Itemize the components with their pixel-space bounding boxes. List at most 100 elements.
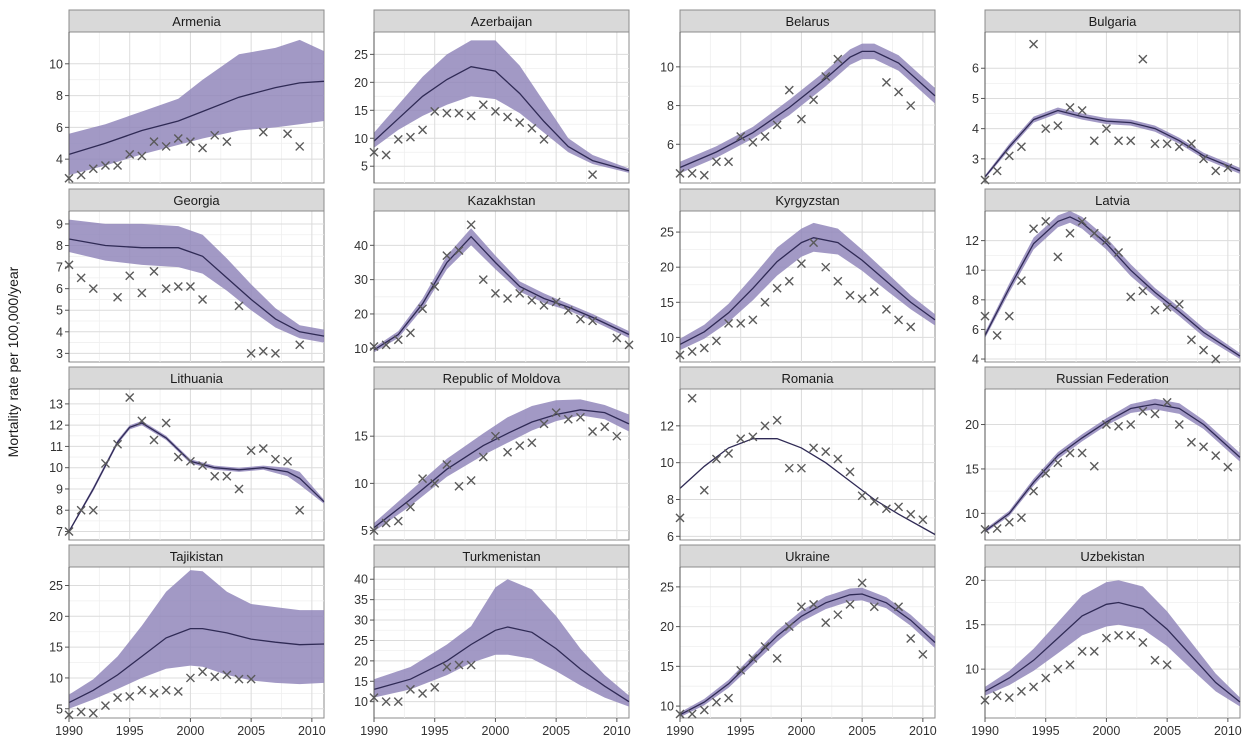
observed-point [1114, 630, 1124, 640]
observed-point [442, 460, 452, 469]
observed-point [478, 452, 488, 462]
observed-point [1065, 103, 1075, 112]
observed-point [76, 707, 86, 717]
observed-point [393, 697, 403, 707]
y-tick-label: 10 [660, 456, 674, 470]
y-tick-label: 10 [49, 461, 63, 475]
observed-point [137, 288, 147, 298]
observed-point [418, 125, 428, 135]
observed-point [430, 478, 440, 488]
facet-strip [984, 188, 1241, 212]
observed-point [588, 316, 598, 326]
y-tick-label: 15 [965, 462, 979, 476]
observed-point [210, 471, 220, 481]
observed-point [748, 315, 758, 325]
observed-point [1150, 139, 1160, 149]
observed-point [1089, 228, 1099, 238]
x-tick-label: 2000 [482, 724, 510, 738]
observed-point [588, 426, 598, 436]
gridlines [679, 211, 935, 362]
observed-point [478, 100, 488, 110]
y-tick-label: 15 [49, 641, 63, 655]
y-tick-label: 20 [660, 620, 674, 634]
facet-strip [373, 9, 630, 33]
observed-point [760, 297, 770, 307]
y-tick-label: 6 [667, 530, 674, 544]
y-tick-label: 9 [56, 217, 63, 231]
y-tick-label: 10 [965, 663, 979, 677]
observed-points [369, 660, 476, 707]
observed-point [992, 330, 1002, 340]
y-tick-label: 15 [354, 430, 368, 444]
observed-point [76, 273, 86, 283]
y-tick-label: 10 [354, 477, 368, 491]
observed-point [258, 444, 268, 454]
facet-strip [679, 366, 936, 390]
observed-point [161, 284, 171, 294]
observed-point [258, 127, 268, 137]
observed-point [1016, 276, 1026, 286]
observed-point [772, 415, 782, 425]
plot-area [984, 388, 1241, 541]
observed-point [1126, 420, 1136, 430]
observed-point [575, 314, 585, 324]
y-tick-label: 40 [354, 239, 368, 253]
observed-point [88, 505, 98, 515]
x-tick-label: 2000 [177, 724, 205, 738]
panel-azerbaijan: Azerbaijan 5 10 15 20 25 [354, 9, 630, 184]
observed-point [1053, 121, 1063, 131]
observed-point [1138, 54, 1148, 64]
observed-point [234, 674, 244, 684]
y-tick-label: 12 [49, 419, 63, 433]
observed-point [894, 502, 904, 512]
observed-point [1150, 305, 1160, 315]
observed-point [711, 454, 721, 464]
y-tick-label: 12 [660, 419, 674, 433]
observed-point [113, 439, 123, 449]
observed-point [283, 456, 293, 466]
observed-point [1186, 139, 1196, 149]
y-tick-label: 12 [965, 234, 979, 248]
observed-point [699, 485, 709, 495]
facet-label: Ukraine [785, 549, 830, 564]
observed-point [857, 578, 867, 588]
observed-point [551, 297, 561, 307]
observed-point [881, 304, 891, 314]
observed-point [125, 691, 135, 701]
facet-label: Armenia [172, 14, 221, 29]
observed-point [1126, 630, 1136, 640]
observed-point [125, 393, 135, 403]
observed-point [1223, 163, 1233, 173]
fitted-line [373, 409, 630, 529]
observed-point [869, 602, 879, 612]
observed-point [173, 133, 183, 143]
observed-point [405, 502, 415, 512]
observed-point [515, 441, 525, 451]
observed-points [675, 578, 928, 719]
y-tick-label: 20 [965, 418, 979, 432]
observed-point [1077, 448, 1087, 458]
observed-point [1162, 397, 1172, 407]
observed-point [1029, 39, 1039, 49]
observed-point [1065, 228, 1075, 238]
fitted-line [68, 238, 325, 337]
observed-points [369, 220, 634, 352]
observed-point [161, 418, 171, 428]
plot-area [679, 566, 936, 719]
facet-strip [68, 366, 325, 390]
observed-point [198, 143, 208, 153]
y-tick-label: 15 [660, 296, 674, 310]
plot-area [679, 388, 936, 541]
panel-belarus: Belarus 6 8 10 [660, 9, 936, 184]
observed-point [699, 170, 709, 180]
y-tick-label: 5 [972, 92, 979, 106]
observed-point [1016, 142, 1026, 152]
observed-point [490, 106, 500, 116]
y-tick-label: 6 [56, 282, 63, 296]
y-tick-label: 20 [660, 261, 674, 275]
facet-label: Lithuania [170, 371, 224, 386]
observed-point [454, 108, 464, 118]
y-tick-label: 15 [354, 675, 368, 689]
x-tick-label: 1990 [971, 724, 999, 738]
facet-label: Kyrgyzstan [775, 193, 839, 208]
